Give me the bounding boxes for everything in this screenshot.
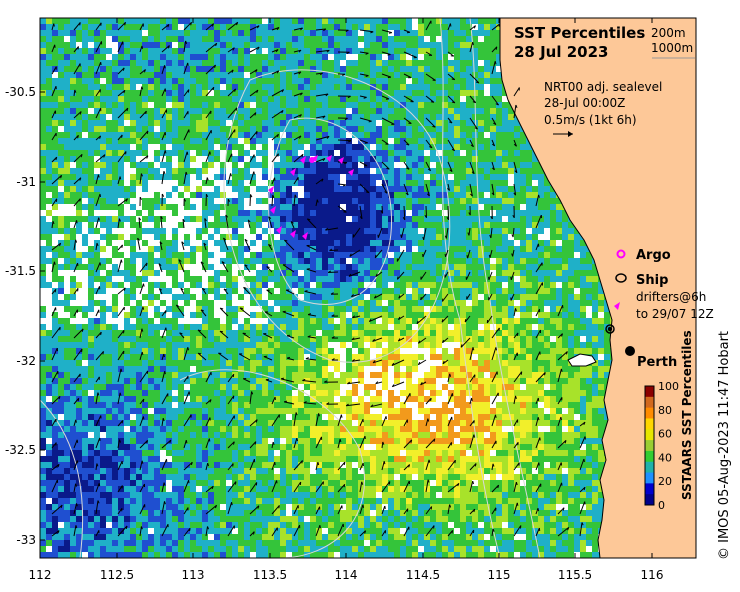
x-tick-label: 113 — [182, 568, 205, 582]
x-axis: 112 112.5 113 113.5 114 114.5 115 115.5 116 — [29, 18, 664, 582]
x-tick-label: 115.5 — [558, 568, 592, 582]
x-tick-label: 113.5 — [253, 568, 287, 582]
map-date: 28 Jul 2023 — [514, 43, 608, 61]
colorbar-segment — [645, 429, 654, 441]
ship-marker — [605, 324, 615, 334]
drifter-legend-label-2: to 29/07 12Z — [636, 307, 714, 321]
colorbar-tick-label: 80 — [658, 404, 672, 417]
map-title: SST Percentiles — [514, 24, 645, 42]
x-tick-label: 115 — [488, 568, 511, 582]
imos-credit: © IMOS 05-Aug-2023 11:47 Hobart — [717, 331, 732, 560]
perth-marker — [625, 346, 635, 356]
colorbar-segment — [645, 483, 654, 495]
argo-drifters — [268, 155, 354, 240]
colorbar-tick-label: 40 — [658, 451, 672, 464]
y-tick-label: -32 — [16, 354, 36, 368]
bathymetry-contours — [40, 18, 541, 558]
argo-legend-label: Argo — [636, 248, 671, 263]
ship-legend-label: Ship — [636, 273, 668, 288]
colorbar-label: SSTAARS SST Percentiles — [680, 330, 694, 500]
sst-field — [40, 18, 622, 558]
colorbar-segment — [645, 418, 654, 430]
y-tick-label: -33 — [16, 533, 36, 547]
x-tick-label: 116 — [641, 568, 664, 582]
colorbar-segment — [645, 494, 654, 506]
rottnest-island — [567, 353, 597, 367]
colorbar-frame — [644, 385, 655, 506]
argo-legend-icon — [616, 249, 626, 259]
colorbar-segment — [645, 461, 654, 474]
colorbar-tick-label: 0 — [658, 499, 665, 512]
y-tick-label: -31 — [16, 175, 36, 189]
colorbar-tick-label: 60 — [658, 428, 672, 441]
colorbar-segment — [645, 386, 654, 398]
colorbar-segment — [645, 407, 654, 419]
contour-200m-label: 200m — [651, 26, 686, 40]
current-arrows — [51, 20, 586, 537]
colorbar-segment — [645, 472, 654, 484]
perth-label: Perth — [637, 355, 677, 370]
y-tick-label: -30.5 — [5, 85, 36, 99]
y-axis: -30.5 -31 -31.5 -32 -32.5 -33 — [5, 85, 45, 547]
colorbar-tick-label: 100 — [658, 380, 679, 393]
drifter-legend-icon — [614, 302, 620, 310]
drifter-legend-label-1: drifters@6h — [636, 290, 706, 304]
plot-area — [40, 18, 696, 558]
colorbar-segment — [645, 440, 654, 452]
colorbar-ticks: 100 80 60 40 20 0 — [658, 380, 679, 512]
scale-arrow-head — [568, 131, 573, 137]
contour-1000m-label: 1000m — [651, 41, 693, 55]
currents-source: NRT00 adj. sealevel — [544, 80, 662, 94]
plot-frame — [39, 17, 697, 559]
y-tick-label: -32.5 — [5, 443, 36, 457]
x-tick-label: 112 — [29, 568, 52, 582]
x-tick-label: 112.5 — [100, 568, 134, 582]
y-tick-label: -31.5 — [5, 264, 36, 278]
currents-scale: 0.5m/s (1kt 6h) — [544, 113, 637, 127]
colorbar — [644, 385, 655, 506]
ship-legend-icon — [615, 273, 627, 283]
colorbar-tick-label: 20 — [658, 475, 672, 488]
currents-time: 28-Jul 00:00Z — [544, 96, 625, 110]
colorbar-segment — [645, 396, 654, 409]
x-tick-label: 114.5 — [406, 568, 440, 582]
x-tick-label: 114 — [335, 568, 358, 582]
colorbar-segment — [645, 450, 654, 463]
